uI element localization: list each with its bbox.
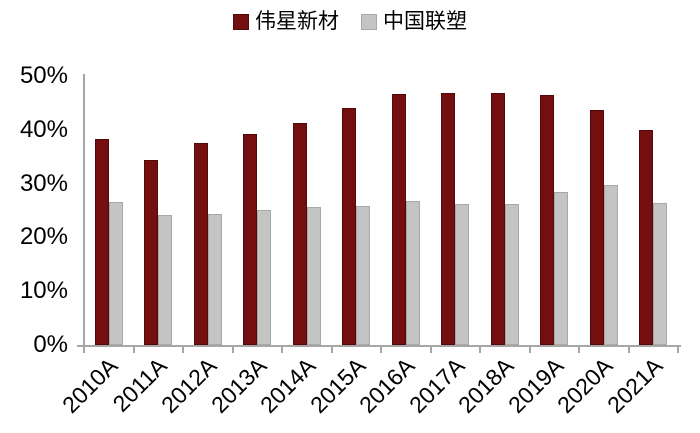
bar-2021A-s1 [653, 203, 668, 345]
bar-2017A-s0 [441, 93, 456, 345]
bar-2014A-s1 [306, 207, 321, 345]
x-tick [578, 345, 580, 353]
bar-2012A-s1 [207, 214, 222, 345]
x-tick [182, 345, 184, 353]
bar-2018A-s1 [504, 204, 519, 345]
legend-item-weixing: 伟星新材 [233, 11, 339, 32]
bar-2013A-s0 [243, 134, 258, 345]
x-tick-label-2016A: 2016A [354, 352, 420, 419]
bar-2013A-s1 [257, 210, 272, 345]
bar-2020A-s1 [603, 185, 618, 345]
x-tick-label-2020A: 2020A [552, 352, 618, 419]
legend: 伟星新材 中国联塑 [0, 11, 700, 32]
x-tick [281, 345, 283, 353]
x-tick [479, 345, 481, 353]
x-tick [330, 345, 333, 353]
x-tick [380, 345, 382, 353]
bar-2019A-s1 [554, 192, 569, 345]
y-tick-label-40pct: 40% [19, 115, 68, 143]
bar-2019A-s0 [540, 95, 555, 345]
bar-2014A-s0 [292, 123, 307, 345]
bar-2010A-s1 [108, 202, 123, 345]
x-tick-label-2012A: 2012A [156, 352, 222, 419]
bar-2017A-s1 [455, 204, 470, 345]
bar-2020A-s0 [589, 110, 604, 345]
y-tick-label-10pct: 10% [19, 277, 68, 305]
x-tick [677, 345, 679, 353]
x-tick-label-2014A: 2014A [255, 352, 321, 419]
x-tick-label-2018A: 2018A [453, 352, 519, 419]
legend-swatch-weixing-icon [233, 13, 249, 30]
y-tick-label-0pct: 0% [33, 331, 68, 358]
y-tick-label-20pct: 20% [19, 223, 68, 251]
x-tick-label-2015A: 2015A [304, 352, 371, 419]
x-tick [83, 345, 85, 353]
legend-label-lesso: 中国联塑 [383, 10, 467, 33]
bar-2018A-s0 [490, 93, 505, 345]
x-tick-label-2017A: 2017A [403, 352, 470, 419]
x-axis-line [77, 345, 681, 347]
x-tick-label-2011A: 2011A [108, 352, 173, 417]
x-tick [528, 345, 531, 353]
bar-2016A-s1 [405, 201, 420, 345]
bar-2011A-s1 [158, 215, 173, 345]
legend-swatch-lesso-icon [361, 13, 377, 30]
bar-2015A-s1 [356, 206, 371, 345]
bar-2012A-s0 [193, 143, 208, 345]
x-tick [231, 345, 234, 353]
y-tick-label-30pct: 30% [19, 169, 68, 197]
bar-2011A-s0 [144, 160, 159, 345]
bar-2015A-s0 [342, 108, 357, 345]
x-tick [627, 345, 630, 353]
bar-2016A-s0 [391, 94, 406, 345]
bar-2010A-s0 [94, 139, 109, 345]
bar-2021A-s0 [639, 130, 654, 345]
x-tick-label-2013A: 2013A [205, 352, 272, 419]
x-tick-label-2019A: 2019A [502, 352, 569, 419]
y-tick-label-50pct: 50% [19, 62, 68, 89]
x-tick-label-2010A: 2010A [57, 352, 123, 419]
x-tick-label-2021A: 2021A [601, 352, 668, 419]
y-axis-line [83, 74, 85, 347]
x-tick [132, 345, 135, 353]
legend-item-lesso: 中国联塑 [361, 11, 467, 32]
x-tick [429, 345, 432, 353]
legend-label-weixing: 伟星新材 [255, 10, 339, 33]
